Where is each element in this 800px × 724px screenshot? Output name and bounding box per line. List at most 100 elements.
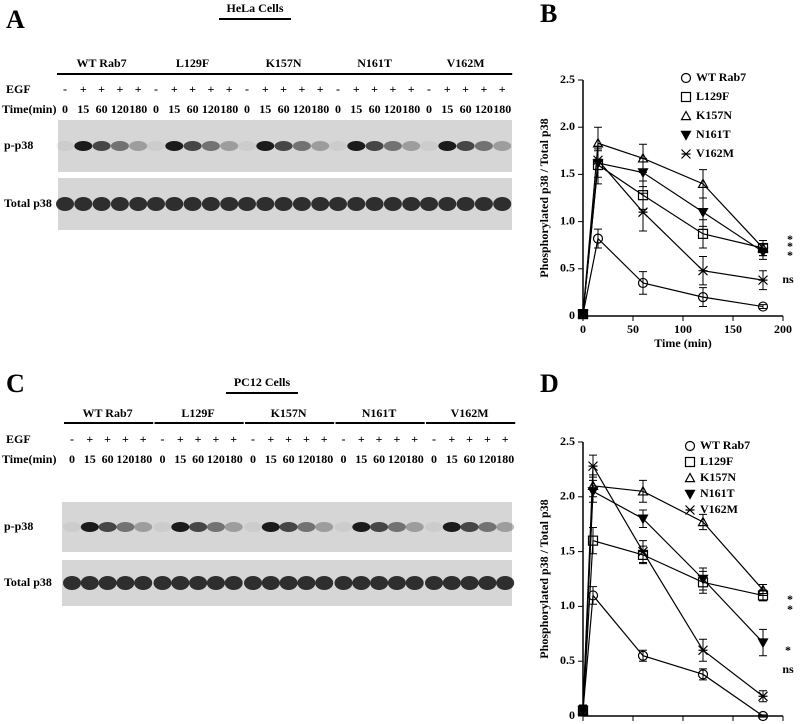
time-value: 180 bbox=[220, 102, 238, 116]
blot-band bbox=[334, 522, 353, 532]
legend-label: L129F bbox=[700, 454, 733, 468]
blot-band bbox=[329, 197, 347, 211]
data-point bbox=[698, 265, 708, 276]
time-value: 15 bbox=[168, 102, 180, 116]
egf-sign: + bbox=[408, 82, 415, 96]
error-bar bbox=[699, 668, 707, 681]
y-axis-label: Phosphorylated p38 / Total p38 bbox=[537, 118, 551, 277]
legend-label: K157N bbox=[700, 470, 736, 484]
data-point bbox=[592, 233, 604, 244]
blot-band bbox=[56, 141, 74, 151]
egf-sign: + bbox=[86, 432, 93, 446]
time-value: 120 bbox=[297, 452, 315, 466]
blot-band bbox=[420, 197, 438, 211]
y-axis-label: Phosphorylated p38 / Total p38 bbox=[537, 499, 551, 658]
time-value: 120 bbox=[202, 102, 220, 116]
egf-sign: + bbox=[358, 432, 365, 446]
blot-band bbox=[311, 197, 330, 211]
egf-sign: + bbox=[321, 432, 328, 446]
egf-sign: + bbox=[353, 82, 360, 96]
egf-sign: + bbox=[448, 432, 455, 446]
egf-sign: + bbox=[376, 432, 383, 446]
blot-band bbox=[352, 576, 371, 590]
time-value: 15 bbox=[446, 452, 458, 466]
time-value: 0 bbox=[153, 102, 159, 116]
blot-band bbox=[165, 141, 184, 151]
blot-band bbox=[256, 197, 275, 211]
data-point bbox=[697, 516, 709, 527]
data-point bbox=[593, 155, 603, 166]
blot-band bbox=[315, 522, 334, 532]
blot-band bbox=[402, 141, 421, 151]
egf-sign: - bbox=[342, 432, 346, 446]
y-tick-label: 1.5 bbox=[560, 543, 575, 557]
time-value: 60 bbox=[192, 452, 204, 466]
blot-band bbox=[405, 576, 424, 590]
legend-label: N161T bbox=[700, 486, 735, 500]
blot-band bbox=[80, 522, 99, 532]
blot-band bbox=[496, 576, 515, 590]
time-value: 120 bbox=[293, 102, 311, 116]
egf-sign: + bbox=[298, 82, 305, 96]
row-label: p-p38 bbox=[4, 519, 33, 533]
egf-sign: + bbox=[484, 432, 491, 446]
legend-marker bbox=[684, 440, 696, 452]
blot-band bbox=[315, 576, 334, 590]
legend-marker bbox=[684, 489, 696, 500]
blot-band bbox=[134, 522, 153, 532]
egf-sign: - bbox=[251, 432, 255, 446]
time-value: 0 bbox=[160, 452, 166, 466]
blot-band bbox=[261, 522, 280, 532]
egf-sign: - bbox=[70, 432, 74, 446]
group-label: N161T bbox=[357, 56, 392, 70]
legend-marker bbox=[680, 110, 692, 121]
blot-band bbox=[220, 141, 239, 151]
time-value: 120 bbox=[478, 452, 496, 466]
egf-sign: + bbox=[502, 432, 509, 446]
time-value: 180 bbox=[225, 452, 243, 466]
blot-band bbox=[438, 141, 457, 151]
egf-sign: + bbox=[411, 432, 418, 446]
time-value: 60 bbox=[283, 452, 295, 466]
data-point bbox=[578, 309, 588, 320]
time-value: 0 bbox=[431, 452, 437, 466]
blot-band bbox=[274, 141, 293, 151]
series-line bbox=[582, 142, 764, 315]
egf-sign: - bbox=[427, 82, 431, 96]
series-line bbox=[582, 158, 764, 315]
blot-band bbox=[383, 197, 402, 211]
blot-band bbox=[116, 522, 135, 532]
y-tick-label: 2.0 bbox=[560, 119, 575, 133]
data-point bbox=[638, 546, 648, 557]
egf-sign: - bbox=[161, 432, 165, 446]
blot-band bbox=[238, 141, 256, 151]
legend-marker bbox=[680, 130, 692, 141]
data-point bbox=[588, 461, 598, 472]
blot-band bbox=[425, 522, 443, 532]
blot-band bbox=[238, 197, 256, 211]
blot-band bbox=[292, 197, 311, 211]
y-tick-label: 1.0 bbox=[560, 598, 575, 612]
row-label: p-p38 bbox=[4, 138, 33, 152]
series-line bbox=[582, 163, 764, 315]
y-tick-label: 0 bbox=[569, 708, 575, 722]
panel-label: A bbox=[6, 5, 25, 34]
annotation: * bbox=[785, 643, 791, 657]
egf-sign: + bbox=[285, 432, 292, 446]
blot-band bbox=[224, 522, 243, 532]
egf-sign: + bbox=[280, 82, 287, 96]
blot-band bbox=[460, 576, 479, 590]
blot-band bbox=[279, 522, 298, 532]
time-value: 15 bbox=[350, 102, 362, 116]
blot-band bbox=[98, 522, 117, 532]
egf-sign: + bbox=[462, 82, 469, 96]
blot-band bbox=[129, 141, 148, 151]
time-value: 60 bbox=[460, 102, 472, 116]
panel-label: B bbox=[540, 0, 557, 28]
time-value: 0 bbox=[426, 102, 432, 116]
blot-band bbox=[456, 141, 475, 151]
blot-band bbox=[220, 197, 239, 211]
blot-band bbox=[134, 576, 153, 590]
